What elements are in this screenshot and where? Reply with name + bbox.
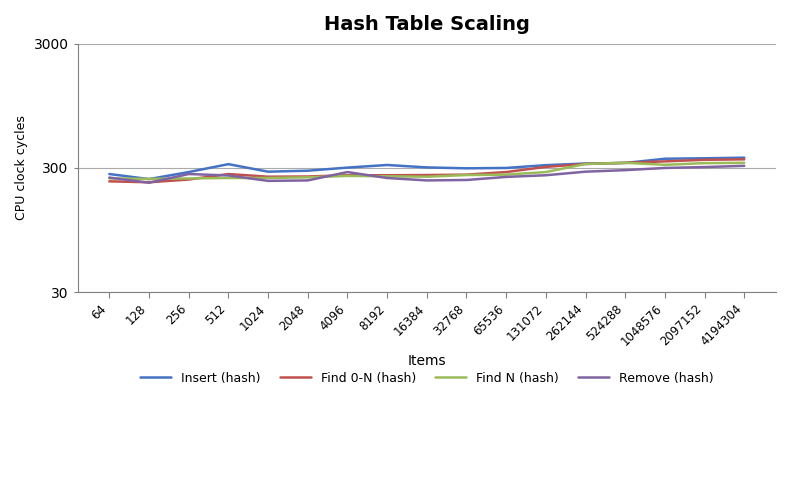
Find N (hash) — [581, 161, 590, 167]
Insert (hash) — [501, 165, 511, 171]
Find N (hash) — [144, 176, 153, 182]
Remove (hash) — [184, 171, 194, 177]
Find 0-N (hash) — [740, 156, 749, 162]
Find 0-N (hash) — [462, 172, 471, 178]
Remove (hash) — [501, 174, 511, 180]
Insert (hash) — [343, 165, 352, 170]
Y-axis label: CPU clock cycles: CPU clock cycles — [15, 116, 28, 220]
Insert (hash) — [104, 171, 114, 177]
Insert (hash) — [382, 162, 392, 168]
Find N (hash) — [224, 175, 233, 181]
Insert (hash) — [581, 161, 590, 167]
Insert (hash) — [700, 156, 710, 161]
Remove (hash) — [541, 172, 551, 178]
Find N (hash) — [501, 172, 511, 178]
Insert (hash) — [184, 169, 194, 175]
Remove (hash) — [382, 175, 392, 181]
Find N (hash) — [104, 176, 114, 181]
Find 0-N (hash) — [541, 164, 551, 170]
Insert (hash) — [462, 166, 471, 171]
Insert (hash) — [541, 162, 551, 168]
Find 0-N (hash) — [501, 169, 511, 175]
Find 0-N (hash) — [382, 172, 392, 178]
Line: Remove (hash): Remove (hash) — [109, 166, 744, 183]
Insert (hash) — [422, 165, 432, 170]
Find N (hash) — [343, 173, 352, 179]
Remove (hash) — [660, 165, 670, 171]
Remove (hash) — [462, 177, 471, 183]
Find 0-N (hash) — [343, 172, 352, 178]
Insert (hash) — [620, 160, 630, 166]
Find N (hash) — [620, 160, 630, 166]
Remove (hash) — [700, 164, 710, 170]
Find N (hash) — [660, 162, 670, 168]
Find N (hash) — [740, 160, 749, 166]
Insert (hash) — [660, 156, 670, 162]
Find N (hash) — [462, 172, 471, 178]
Find 0-N (hash) — [620, 160, 630, 166]
Find 0-N (hash) — [144, 180, 153, 185]
Find 0-N (hash) — [660, 158, 670, 164]
Line: Find 0-N (hash): Find 0-N (hash) — [109, 159, 744, 182]
Line: Find N (hash): Find N (hash) — [109, 163, 744, 179]
Insert (hash) — [740, 155, 749, 161]
Remove (hash) — [581, 169, 590, 175]
Remove (hash) — [422, 178, 432, 183]
Remove (hash) — [224, 173, 233, 179]
Legend: Insert (hash), Find 0-N (hash), Find N (hash), Remove (hash): Insert (hash), Find 0-N (hash), Find N (… — [135, 367, 718, 390]
Title: Hash Table Scaling: Hash Table Scaling — [324, 15, 530, 34]
Insert (hash) — [303, 168, 312, 174]
Remove (hash) — [740, 163, 749, 169]
Remove (hash) — [620, 167, 630, 173]
Remove (hash) — [303, 178, 312, 183]
Find N (hash) — [700, 160, 710, 166]
Find N (hash) — [382, 173, 392, 179]
Line: Insert (hash): Insert (hash) — [109, 158, 744, 179]
Find 0-N (hash) — [224, 171, 233, 177]
Insert (hash) — [144, 176, 153, 182]
Find 0-N (hash) — [184, 177, 194, 182]
Remove (hash) — [104, 175, 114, 180]
Find 0-N (hash) — [303, 174, 312, 180]
Find N (hash) — [263, 175, 273, 181]
Remove (hash) — [343, 169, 352, 175]
Remove (hash) — [263, 178, 273, 184]
Find N (hash) — [541, 169, 551, 175]
X-axis label: Items: Items — [407, 354, 446, 368]
Remove (hash) — [144, 180, 153, 186]
Find N (hash) — [422, 174, 432, 180]
Find 0-N (hash) — [104, 179, 114, 184]
Insert (hash) — [263, 169, 273, 175]
Find 0-N (hash) — [700, 157, 710, 163]
Find 0-N (hash) — [581, 161, 590, 167]
Find N (hash) — [303, 174, 312, 180]
Find 0-N (hash) — [422, 172, 432, 178]
Insert (hash) — [224, 161, 233, 167]
Find 0-N (hash) — [263, 174, 273, 180]
Find N (hash) — [184, 176, 194, 181]
